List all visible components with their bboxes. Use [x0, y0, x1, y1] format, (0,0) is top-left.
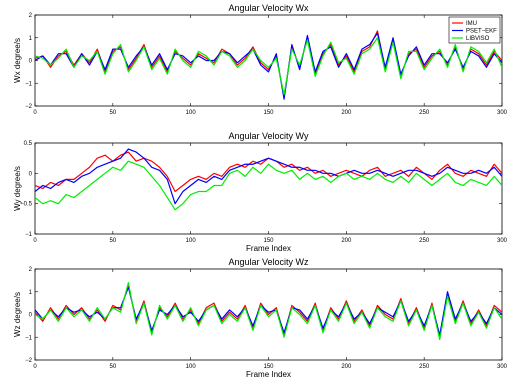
- series-line-libviso: [35, 282, 502, 341]
- x-tick-label: 300: [497, 364, 508, 370]
- legend-entry: LIBVISO: [466, 36, 490, 42]
- x-tick-label: 250: [419, 364, 430, 370]
- legend-entry: PSET−EKF: [466, 29, 497, 35]
- y-tick-label: −1: [25, 335, 33, 341]
- y-tick-label: 1: [29, 290, 33, 296]
- y-tick-label: −1: [25, 81, 33, 87]
- y-axis-label: Wy degree/s: [13, 166, 22, 211]
- y-tick-label: 2: [29, 13, 33, 19]
- legend-entry: IMU: [466, 21, 477, 27]
- chart-panel-2: 0 50 100 150 200 250 300 2 1 0 −1 −2 Angular Velocit…: [13, 257, 508, 379]
- series-line-imu: [35, 284, 502, 338]
- y-axis-label: Wx degree/s: [13, 38, 22, 83]
- y-tick-label: 0.5: [24, 141, 33, 147]
- x-tick-label: 200: [341, 110, 352, 116]
- series-line-libviso: [35, 160, 502, 211]
- x-axis-label: Frame Index: [246, 370, 291, 379]
- x-tick-label: 150: [263, 364, 274, 370]
- x-tick-label: 250: [419, 110, 430, 116]
- x-tick-label: 0: [33, 238, 37, 244]
- y-tick-label: 2: [29, 267, 33, 273]
- chart-title: Angular Velocity Wz: [228, 257, 309, 267]
- x-tick-label: 100: [186, 238, 197, 244]
- y-tick-label: −0.5: [20, 202, 33, 208]
- x-tick-label: 50: [109, 110, 116, 116]
- y-tick-label: 0: [29, 59, 33, 65]
- x-tick-label: 150: [263, 238, 274, 244]
- series-line-libviso: [35, 37, 502, 96]
- y-tick-label: −2: [25, 358, 33, 364]
- x-tick-label: 300: [497, 238, 508, 244]
- y-tick-label: 0: [29, 313, 33, 319]
- y-tick-label: −2: [25, 104, 33, 110]
- x-axis-label: Frame Index: [246, 244, 291, 253]
- x-tick-label: 50: [109, 238, 116, 244]
- x-tick-label: 50: [109, 364, 116, 370]
- chart-panel-1: 0 50 100 150 200 250 300 0.5 0 −0.5 −1 Angular Velo…: [13, 131, 508, 253]
- x-tick-label: 200: [341, 364, 352, 370]
- plot-frame: [34, 142, 503, 235]
- chart-panel-0: 0 50 100 150 200 250 300 2 1 0 −1 −2 Angular Velocit…: [13, 3, 508, 116]
- x-tick-label: 300: [497, 110, 508, 116]
- y-tick-label: 0: [29, 171, 33, 177]
- plot-frame: [34, 14, 503, 107]
- series-line-pset-ekf: [35, 286, 502, 336]
- x-tick-label: 0: [33, 364, 37, 370]
- x-tick-label: 100: [186, 110, 197, 116]
- series-line-imu: [35, 30, 502, 98]
- series-line-pset-ekf: [35, 148, 502, 205]
- x-tick-label: 0: [33, 110, 37, 116]
- x-tick-label: 100: [186, 364, 197, 370]
- x-tick-label: 150: [263, 110, 274, 116]
- y-axis-label: Wz degree/s: [13, 292, 22, 337]
- series-line-pset-ekf: [35, 32, 502, 100]
- x-tick-label: 200: [341, 238, 352, 244]
- chart-title: Angular Velocity Wx: [228, 3, 309, 13]
- chart-title: Angular Velocity Wy: [229, 131, 309, 141]
- y-tick-label: 1: [29, 36, 33, 42]
- y-tick-label: −1: [25, 232, 33, 238]
- x-tick-label: 250: [419, 238, 430, 244]
